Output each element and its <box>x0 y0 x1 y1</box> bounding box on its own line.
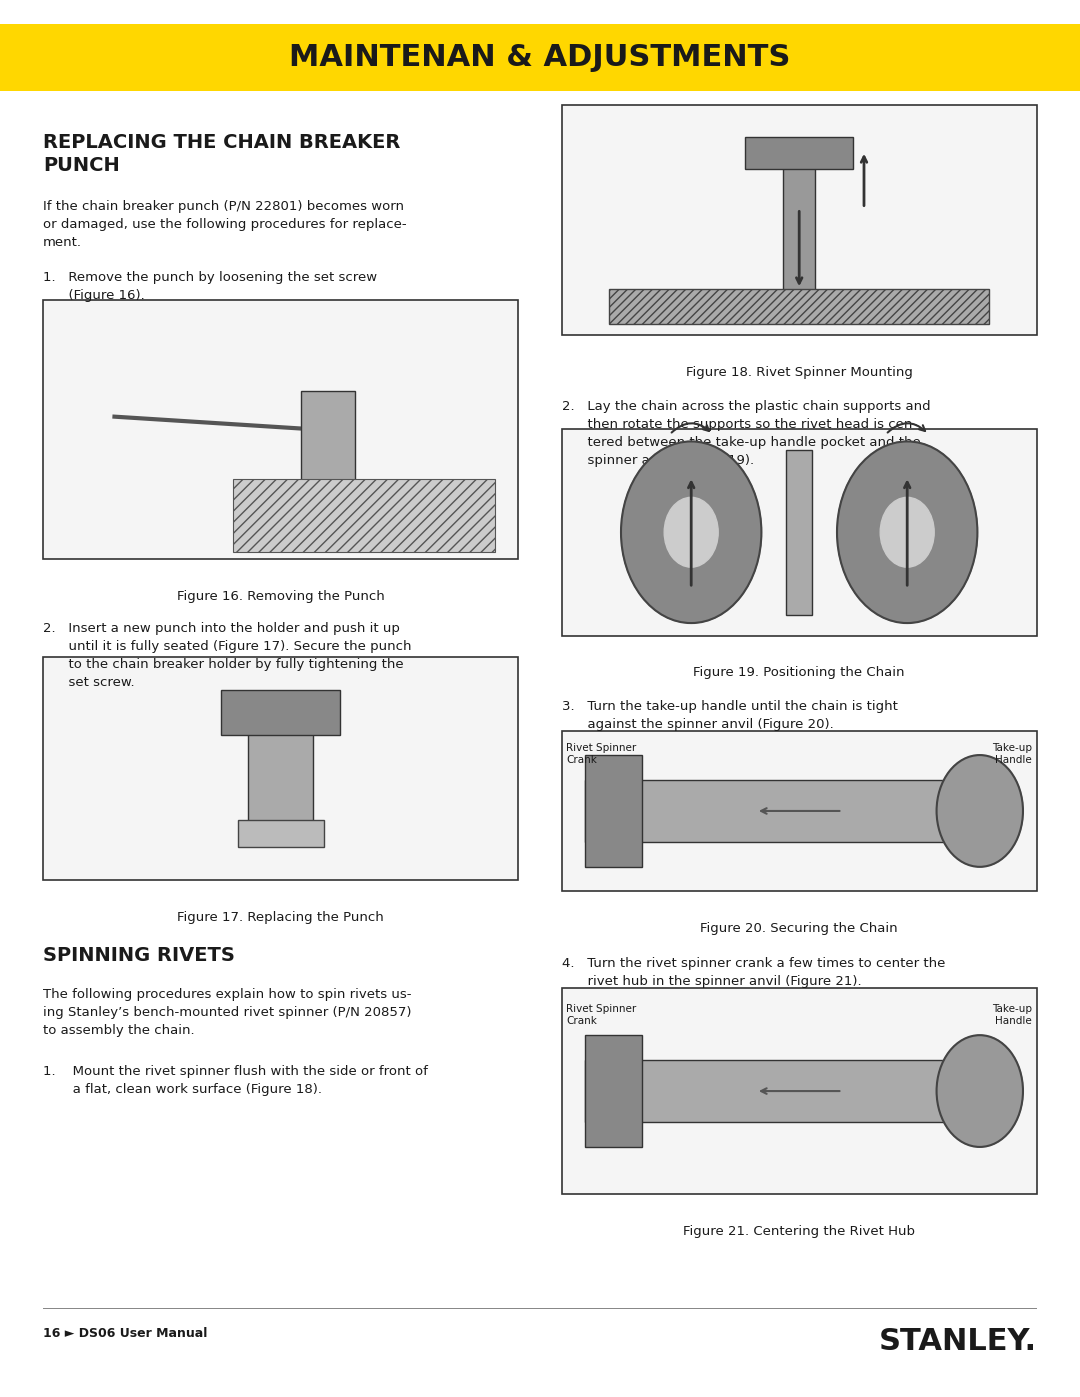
FancyBboxPatch shape <box>43 1308 1037 1309</box>
FancyBboxPatch shape <box>221 690 340 735</box>
Text: 2.   Lay the chain across the plastic chain supports and
      then rotate the s: 2. Lay the chain across the plastic chai… <box>562 400 930 467</box>
Circle shape <box>664 497 718 567</box>
Circle shape <box>936 1035 1023 1147</box>
FancyBboxPatch shape <box>745 137 853 169</box>
Circle shape <box>837 441 977 623</box>
Text: Take-up
Handle: Take-up Handle <box>993 743 1032 766</box>
Circle shape <box>621 441 761 623</box>
FancyBboxPatch shape <box>585 1060 1013 1122</box>
Text: 3.   Turn the take-up handle until the chain is tight
      against the spinner : 3. Turn the take-up handle until the cha… <box>562 700 897 731</box>
Text: Figure 16. Removing the Punch: Figure 16. Removing the Punch <box>177 590 384 602</box>
Text: STANLEY.: STANLEY. <box>879 1327 1037 1356</box>
FancyBboxPatch shape <box>609 289 989 324</box>
FancyBboxPatch shape <box>43 657 518 880</box>
FancyBboxPatch shape <box>585 754 643 866</box>
FancyBboxPatch shape <box>562 105 1037 335</box>
Text: 2.   Insert a new punch into the holder and push it up
      until it is fully s: 2. Insert a new punch into the holder an… <box>43 622 411 689</box>
FancyBboxPatch shape <box>301 391 355 481</box>
Text: If the chain breaker punch (P/N 22801) becomes worn
or damaged, use the followin: If the chain breaker punch (P/N 22801) b… <box>43 200 407 249</box>
FancyBboxPatch shape <box>562 988 1037 1194</box>
FancyBboxPatch shape <box>0 24 1080 91</box>
FancyBboxPatch shape <box>233 479 495 552</box>
FancyBboxPatch shape <box>562 429 1037 636</box>
Text: MAINTENAN & ADJUSTMENTS: MAINTENAN & ADJUSTMENTS <box>289 43 791 71</box>
Text: Figure 21. Centering the Rivet Hub: Figure 21. Centering the Rivet Hub <box>684 1225 915 1238</box>
Text: 4.   Turn the rivet spinner crank a few times to center the
      rivet hub in t: 4. Turn the rivet spinner crank a few ti… <box>562 957 945 988</box>
Text: 1.    Mount the rivet spinner flush with the side or front of
       a flat, cle: 1. Mount the rivet spinner flush with th… <box>43 1065 428 1095</box>
Text: Rivet Spinner
Crank: Rivet Spinner Crank <box>566 1004 636 1025</box>
Text: 1.   Remove the punch by loosening the set screw
      (Figure 16).: 1. Remove the punch by loosening the set… <box>43 271 377 302</box>
FancyBboxPatch shape <box>248 712 313 824</box>
FancyBboxPatch shape <box>562 731 1037 891</box>
Circle shape <box>880 497 934 567</box>
Text: The following procedures explain how to spin rivets us-
ing Stanley’s bench-moun: The following procedures explain how to … <box>43 988 411 1037</box>
Text: Take-up
Handle: Take-up Handle <box>993 1004 1032 1025</box>
FancyBboxPatch shape <box>585 780 1013 841</box>
Text: Figure 19. Positioning the Chain: Figure 19. Positioning the Chain <box>693 666 905 679</box>
Text: REPLACING THE CHAIN BREAKER
PUNCH: REPLACING THE CHAIN BREAKER PUNCH <box>43 133 401 175</box>
Text: Figure 17. Replacing the Punch: Figure 17. Replacing the Punch <box>177 911 384 923</box>
FancyBboxPatch shape <box>786 450 812 615</box>
Text: Rivet Spinner
Crank: Rivet Spinner Crank <box>566 743 636 766</box>
Text: Figure 20. Securing the Chain: Figure 20. Securing the Chain <box>701 922 897 935</box>
FancyBboxPatch shape <box>783 151 815 300</box>
Circle shape <box>936 756 1023 866</box>
Text: Figure 18. Rivet Spinner Mounting: Figure 18. Rivet Spinner Mounting <box>686 366 913 379</box>
FancyBboxPatch shape <box>585 1035 643 1147</box>
Text: 16 ► DS06 User Manual: 16 ► DS06 User Manual <box>43 1327 207 1340</box>
FancyBboxPatch shape <box>43 300 518 559</box>
FancyBboxPatch shape <box>238 820 324 847</box>
Text: SPINNING RIVETS: SPINNING RIVETS <box>43 946 235 965</box>
